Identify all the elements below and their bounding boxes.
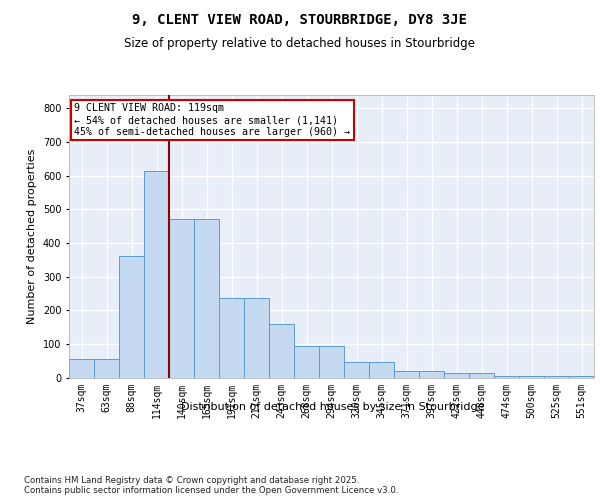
Bar xyxy=(419,372,444,378)
Bar xyxy=(144,170,169,378)
Bar xyxy=(444,373,469,378)
Bar xyxy=(519,376,544,378)
Bar xyxy=(544,376,569,378)
Bar xyxy=(369,362,394,378)
Bar xyxy=(69,359,94,378)
Text: 9, CLENT VIEW ROAD, STOURBRIDGE, DY8 3JE: 9, CLENT VIEW ROAD, STOURBRIDGE, DY8 3JE xyxy=(133,12,467,26)
Text: Distribution of detached houses by size in Stourbridge: Distribution of detached houses by size … xyxy=(181,402,485,412)
Bar xyxy=(344,362,369,378)
Bar xyxy=(194,220,219,378)
Bar xyxy=(569,376,594,378)
Bar xyxy=(269,324,294,378)
Bar xyxy=(244,298,269,378)
Bar xyxy=(94,359,119,378)
Bar xyxy=(219,298,244,378)
Bar xyxy=(119,256,144,378)
Y-axis label: Number of detached properties: Number of detached properties xyxy=(28,148,37,324)
Bar xyxy=(319,346,344,378)
Text: Size of property relative to detached houses in Stourbridge: Size of property relative to detached ho… xyxy=(125,38,476,51)
Bar xyxy=(294,346,319,378)
Bar xyxy=(494,376,519,378)
Text: Contains HM Land Registry data © Crown copyright and database right 2025.
Contai: Contains HM Land Registry data © Crown c… xyxy=(24,476,398,495)
Bar xyxy=(469,373,494,378)
Bar xyxy=(169,220,194,378)
Text: 9 CLENT VIEW ROAD: 119sqm
← 54% of detached houses are smaller (1,141)
45% of se: 9 CLENT VIEW ROAD: 119sqm ← 54% of detac… xyxy=(74,104,350,136)
Bar xyxy=(394,372,419,378)
